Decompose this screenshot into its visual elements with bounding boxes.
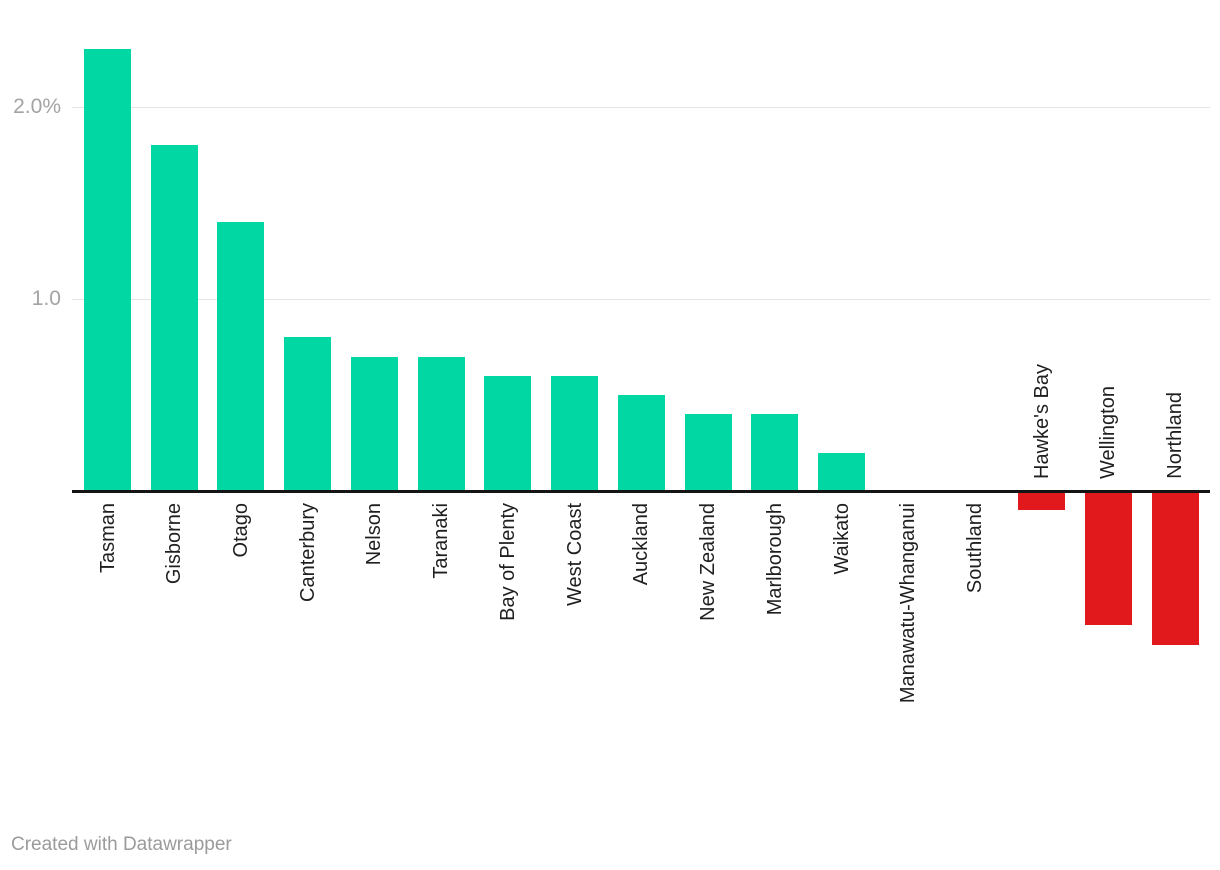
bar-canterbury	[284, 337, 332, 493]
y-tick-label: 2.0%	[13, 95, 61, 118]
x-label-manawatu-whanganui: Manawatu-Whanganui	[897, 503, 920, 704]
gridline	[72, 299, 1210, 300]
bar-gisborne	[150, 145, 198, 493]
x-label-marlborough: Marlborough	[763, 503, 786, 616]
x-label-nelson: Nelson	[363, 503, 386, 566]
x-label-west-coast: West Coast	[563, 503, 586, 606]
x-label-wellington: Wellington	[1097, 385, 1120, 479]
bar-marlborough	[751, 414, 799, 493]
x-label-otago: Otago	[229, 503, 252, 558]
bar-taranaki	[417, 356, 465, 493]
bar-bay-of-plenty	[484, 375, 532, 493]
bar-new-zealand	[684, 414, 732, 493]
bar-nelson	[350, 356, 398, 493]
x-label-northland: Northland	[1164, 392, 1187, 479]
bar-tasman	[84, 49, 131, 493]
bar-waikato	[818, 452, 866, 493]
x-label-tasman: Tasman	[96, 503, 119, 574]
bar-hawke-s-bay	[1018, 493, 1066, 511]
x-label-taranaki: Taranaki	[430, 503, 453, 579]
x-axis-line	[72, 490, 1210, 493]
bar-west-coast	[551, 375, 599, 493]
gridline	[72, 107, 1210, 108]
bar-auckland	[617, 395, 665, 493]
bar-wellington	[1084, 493, 1132, 626]
x-label-auckland: Auckland	[630, 503, 653, 586]
x-label-hawke-s-bay: Hawke's Bay	[1030, 364, 1053, 479]
bar-otago	[217, 222, 265, 493]
datawrapper-credit-link[interactable]: Created with Datawrapper	[11, 834, 232, 855]
x-label-canterbury: Canterbury	[296, 503, 319, 602]
bar-northland	[1151, 493, 1199, 645]
x-label-bay-of-plenty: Bay of Plenty	[496, 503, 519, 621]
x-label-gisborne: Gisborne	[163, 503, 186, 585]
y-tick-label: 1.0	[31, 287, 61, 310]
x-label-waikato: Waikato	[830, 503, 853, 575]
x-label-new-zealand: New Zealand	[697, 503, 720, 621]
x-label-southland: Southland	[963, 503, 986, 594]
